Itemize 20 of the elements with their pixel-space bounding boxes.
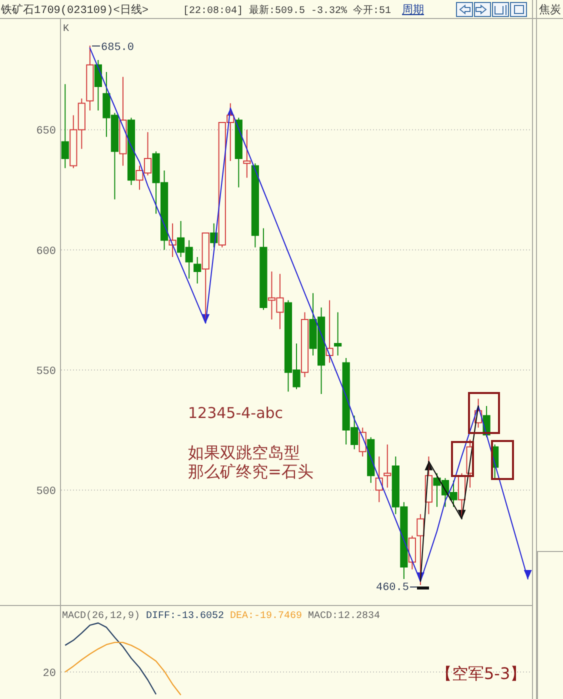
y-tick-label: 600 <box>36 246 56 258</box>
y-tick-label: 500 <box>36 486 56 498</box>
text: 焦炭 <box>539 3 561 16</box>
annotation: 685.0 <box>101 42 134 54</box>
y-tick-label: 650 <box>36 126 56 138</box>
text: 周期 <box>402 3 424 16</box>
text: 20 <box>42 668 56 680</box>
text: MACD:12.2834 <box>308 611 380 622</box>
chart-subtitle: [22:08:04] 最新:509.5 -3.32% 今开:51 <box>183 4 392 17</box>
annotation: K <box>63 24 70 35</box>
text: DIFF:-13.6052 <box>146 611 224 622</box>
annotation: 如果双跳空岛型 <box>188 443 300 462</box>
chart-title: 铁矿石1709(023109)<日线> <box>0 3 148 17</box>
text: DEA:-19.7469 <box>230 611 302 622</box>
annotation: 460.5 <box>376 582 409 594</box>
chart-title: MACD(26,12,9) <box>62 610 140 622</box>
annotation: 那么矿终究=石头 <box>188 462 314 481</box>
annotation: 12345-4-abc <box>188 404 284 422</box>
annotation: 【空军5-3】 <box>436 664 526 683</box>
y-tick-label: 550 <box>36 366 56 378</box>
